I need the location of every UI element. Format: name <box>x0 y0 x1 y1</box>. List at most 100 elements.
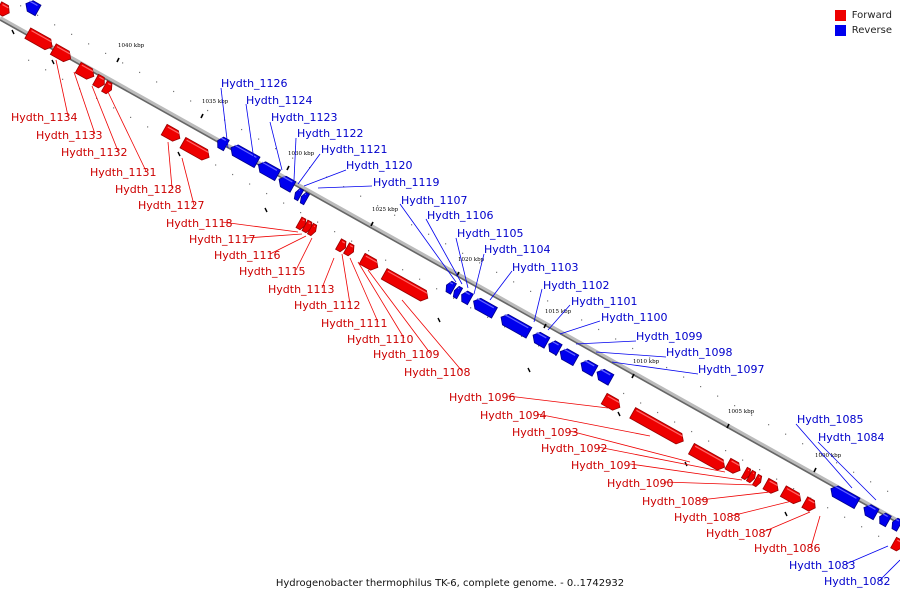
minor-tick <box>836 462 838 464</box>
forward-gene <box>179 136 210 161</box>
forward-leader-line <box>663 481 756 486</box>
minor-tick <box>402 269 404 271</box>
gene-body <box>580 359 599 377</box>
forward-leader-line <box>629 463 743 481</box>
forward-leader-line <box>357 261 405 339</box>
minor-tick-dash <box>177 151 181 157</box>
reverse-gene-label: Hydth_1098 <box>666 346 733 359</box>
reverse-gene-label: Hydth_1124 <box>246 94 313 107</box>
gene-body <box>779 485 802 505</box>
minor-tick <box>538 345 540 347</box>
gene-body <box>74 61 95 80</box>
gene-body <box>179 136 210 161</box>
minor-tick <box>793 488 795 490</box>
forward-gene-label: Hydth_1090 <box>607 477 674 490</box>
reverse-leader-line <box>269 121 283 171</box>
minor-tick-dash <box>617 411 621 417</box>
minor-tick <box>317 221 319 223</box>
minor-tick <box>827 507 829 509</box>
gene-highlight <box>584 360 595 367</box>
gene-highlight <box>476 298 495 309</box>
forward-gene <box>0 1 10 17</box>
gene-highlight <box>282 176 293 183</box>
reverse-leader-line <box>547 304 571 331</box>
forward-gene <box>295 216 307 231</box>
forward-gene-label: Hydth_1131 <box>90 166 157 179</box>
reverse-leader-line <box>533 288 543 323</box>
forward-gene <box>24 27 53 51</box>
reverse-gene-label: Hydth_1122 <box>297 127 364 140</box>
minor-tick <box>640 402 642 404</box>
minor-tick <box>725 450 727 452</box>
reverse-leader-line <box>795 423 853 489</box>
minor-tick <box>683 376 685 378</box>
gene-body <box>278 175 297 193</box>
forward-leader-line <box>269 235 307 255</box>
gene-highlight <box>883 513 888 518</box>
forward-gene-label: Hydth_1092 <box>541 442 608 455</box>
forward-leader-line <box>167 141 173 189</box>
reverse-gene <box>461 290 474 306</box>
reverse-leader-line <box>489 270 513 301</box>
reverse-gene-label: Hydth_1099 <box>636 330 703 343</box>
gene-highlight <box>387 270 428 294</box>
reverse-leader-line <box>575 340 637 345</box>
minor-tick <box>598 328 600 331</box>
minor-tick <box>45 69 47 71</box>
minor-tick <box>564 309 566 312</box>
minor-tick <box>453 297 455 299</box>
minor-tick <box>71 33 73 35</box>
minor-tick <box>623 392 625 395</box>
minor-tick <box>666 366 668 369</box>
reverse-gene-label: Hydth_1085 <box>797 413 864 426</box>
tick-label: 1025 kbp <box>372 207 399 213</box>
gene-body <box>452 285 464 300</box>
minor-tick <box>853 471 855 473</box>
gene-body <box>830 485 861 510</box>
reverse-gene-label: Hydth_1100 <box>601 311 668 324</box>
minor-tick-dash <box>784 511 788 517</box>
minor-tick <box>632 347 634 350</box>
reverse-leader-line <box>297 153 321 185</box>
reverse-gene-label: Hydth_1083 <box>789 559 856 572</box>
minor-tick <box>394 214 396 216</box>
forward-leader-line <box>401 299 463 372</box>
forward-gene <box>92 73 105 89</box>
forward-leader-line <box>341 253 351 305</box>
forward-leader-line <box>569 430 691 463</box>
forward-leader-line <box>321 257 335 289</box>
gene-highlight <box>731 460 740 466</box>
gene-body <box>358 252 379 271</box>
minor-tick <box>878 535 880 537</box>
gene-highlight <box>607 395 620 403</box>
gene-highlight <box>81 64 94 72</box>
minor-tick <box>861 526 863 528</box>
forward-gene <box>762 477 779 494</box>
forward-gene <box>687 442 726 471</box>
reverse-gene <box>830 485 861 510</box>
major-tick <box>543 323 547 329</box>
minor-tick <box>190 100 192 102</box>
minor-tick <box>615 338 617 340</box>
forward-leader-line <box>367 269 431 354</box>
gene-body <box>49 43 72 63</box>
gene-body <box>473 297 498 319</box>
minor-tick-dash <box>527 367 531 373</box>
gene-highlight <box>563 348 576 356</box>
reverse-gene <box>452 285 464 300</box>
gene-highlight <box>365 255 378 263</box>
minor-tick <box>674 421 676 423</box>
reverse-gene <box>580 359 599 377</box>
minor-tick <box>521 335 523 337</box>
gene-highlight <box>341 241 346 244</box>
major-tick <box>286 165 290 171</box>
minor-tick <box>28 59 30 61</box>
minor-tick <box>742 459 744 461</box>
gene-body <box>724 457 741 474</box>
minor-tick <box>360 195 362 197</box>
legend-item-reverse: Reverse <box>834 23 892 38</box>
minor-tick <box>377 205 379 207</box>
minor-tick <box>139 71 141 74</box>
reverse-gene <box>596 368 615 386</box>
